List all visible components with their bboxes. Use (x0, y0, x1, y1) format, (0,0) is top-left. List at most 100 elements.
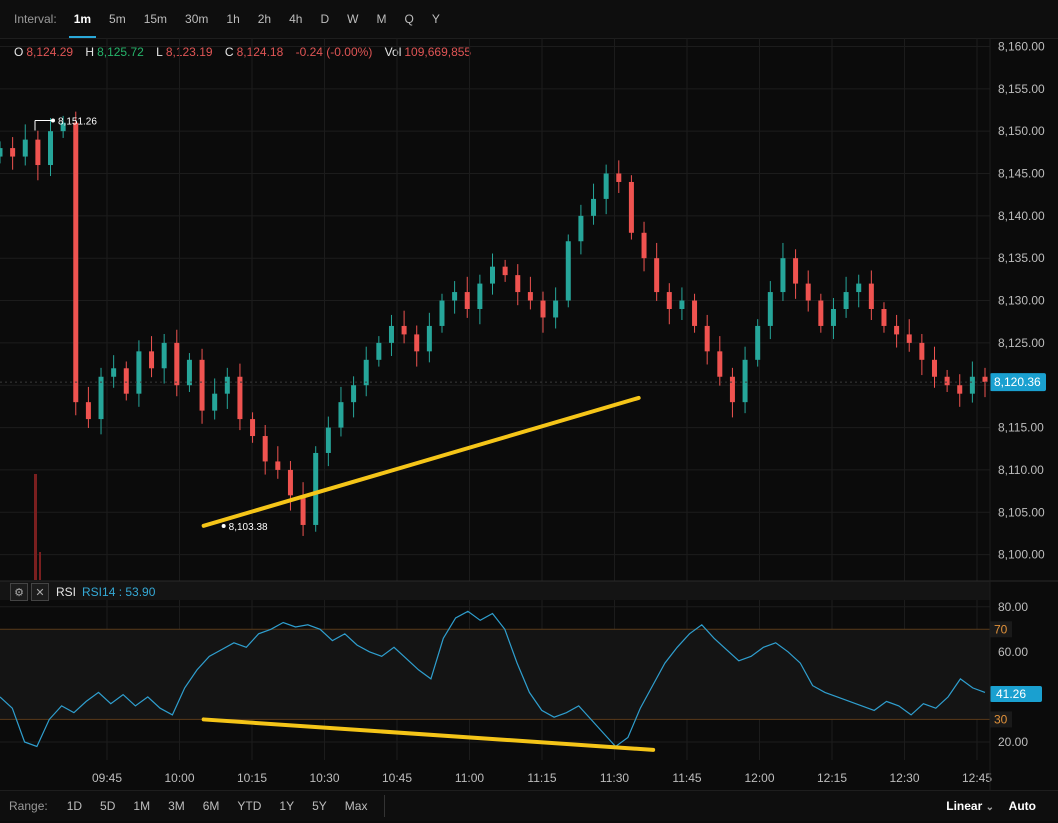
interval-option-4h[interactable]: 4h (289, 12, 303, 26)
candle-body (856, 283, 862, 293)
interval-option-1m[interactable]: 1m (65, 0, 100, 38)
candle-body (666, 292, 672, 309)
range-option-1y[interactable]: 1Y (279, 799, 295, 813)
candles-group (0, 111, 988, 536)
interval-label: Interval: (14, 12, 57, 26)
time-axis-tick: 10:15 (237, 771, 267, 785)
range-option-3m[interactable]: 3M (168, 799, 185, 813)
interval-option-1h[interactable]: 1h (226, 12, 240, 26)
candle-body (60, 122, 66, 132)
settings-icon[interactable]: ⚙ (10, 583, 28, 601)
rsi-last-label: 41.26 (996, 687, 1026, 701)
price-axis-tick: 8,135.00 (998, 251, 1045, 265)
price-trendline (201, 395, 641, 528)
candle-body (351, 385, 357, 403)
open-value: 8,124.29 (26, 45, 74, 59)
rsi-last-tag (990, 686, 1042, 703)
candle-body (969, 376, 975, 394)
candle-body (729, 376, 735, 403)
range-toolbar: Range: 1D 5D 1M 3M 6M YTD 1Y 5Y Max Linear ⌄ Aut… (0, 790, 1058, 821)
candle-body (136, 351, 142, 394)
range-label: Range: (9, 799, 48, 813)
range-option-6m[interactable]: 6M (202, 799, 220, 813)
interval-option-15m[interactable]: 15m (143, 12, 168, 26)
open-label: O (14, 45, 24, 59)
candle-body (906, 334, 912, 343)
candle-body (262, 436, 268, 462)
rsi-axis-tick: 20.00 (998, 735, 1028, 749)
candle-body (616, 173, 622, 182)
interval-option-d[interactable]: D (320, 12, 330, 26)
rsi-level-label: 30 (994, 712, 1008, 726)
time-axis-tick: 11:30 (600, 771, 629, 785)
candle-body (679, 300, 685, 309)
candle-body (843, 292, 849, 309)
rsi-level-tag (990, 621, 1012, 638)
interval-option-2h[interactable]: 2h (257, 12, 272, 26)
candle-body (174, 342, 180, 386)
candle-body (0, 148, 3, 157)
low-marker-dot (221, 523, 226, 528)
rsi-level-label: 70 (994, 622, 1008, 636)
candle-body (565, 241, 571, 301)
range-option-ytd[interactable]: YTD (237, 799, 262, 813)
close-value: 8,124.18 (236, 45, 284, 59)
rsi-band (0, 629, 990, 720)
candle-body (591, 198, 597, 216)
candle-body (237, 376, 243, 420)
candle-body (944, 376, 950, 386)
price-axis-tick: 8,155.00 (998, 82, 1045, 96)
candle-body (149, 351, 155, 369)
price-axis-tick: 8,115.00 (998, 421, 1044, 435)
interval-toolbar: Interval: 1m 5m 15m 30m 1h 2h 4h D W M Q Y (0, 0, 1058, 39)
low-price-label: 8,103.38 (229, 522, 268, 533)
interval-option-y[interactable]: Y (431, 12, 440, 26)
interval-option-m[interactable]: M (376, 12, 387, 26)
candle-body (199, 359, 205, 411)
candle-body (401, 325, 407, 335)
candle-body (868, 283, 874, 309)
volume-bar (34, 474, 37, 580)
candle-body (704, 325, 710, 352)
close-icon[interactable]: ✕ (31, 583, 49, 601)
range-option-max[interactable]: Max (344, 799, 368, 813)
time-axis-tick: 10:30 (309, 771, 339, 785)
volume-value: 109,669,855 (404, 45, 472, 59)
interval-option-30m[interactable]: 30m (185, 12, 209, 26)
last-price-label: 8,120.36 (994, 375, 1041, 389)
price-axis-tick: 8,145.00 (998, 167, 1045, 181)
rsi-indicator-name: RSI (56, 585, 77, 599)
candle-body (578, 215, 584, 242)
range-option-1d[interactable]: 1D (66, 799, 83, 813)
scale-mode-dropdown[interactable]: Linear ⌄ (946, 791, 994, 821)
interval-option-5m[interactable]: 5m (109, 12, 126, 26)
rsi-line (0, 610, 986, 748)
candle-body (439, 300, 445, 326)
range-option-1m[interactable]: 1M (133, 799, 151, 813)
scale-mode-label: Linear (946, 799, 983, 813)
candle-body (654, 258, 660, 293)
candle-body (388, 325, 394, 343)
interval-option-q[interactable]: Q (404, 12, 414, 26)
candle-body (123, 368, 129, 394)
high-label: H (85, 45, 95, 59)
candle-body (275, 461, 281, 470)
candle-body (250, 419, 256, 437)
time-axis-tick: 12:45 (962, 771, 992, 785)
rsi-axis-tick: 80.00 (998, 600, 1028, 614)
rsi-axis-tick: 60.00 (998, 645, 1028, 659)
change-value: -0.24 (-0.00%) (295, 45, 373, 59)
range-option-5y[interactable]: 5Y (312, 799, 327, 813)
time-axis-tick: 10:45 (382, 771, 412, 785)
candle-body (628, 181, 634, 233)
candle-body (313, 452, 319, 525)
candle-body (300, 495, 306, 525)
candle-body (325, 427, 331, 453)
time-axis-tick: 10:00 (164, 771, 194, 785)
auto-scale-button[interactable]: Auto (1008, 799, 1036, 813)
chart-canvas[interactable]: 8,100.008,105.008,110.008,115.008,120.00… (0, 38, 1058, 790)
range-option-5d[interactable]: 5D (100, 799, 116, 813)
price-axis-tick: 8,100.00 (998, 548, 1045, 562)
interval-option-w[interactable]: W (347, 12, 359, 26)
time-axis-tick: 09:45 (92, 771, 122, 785)
